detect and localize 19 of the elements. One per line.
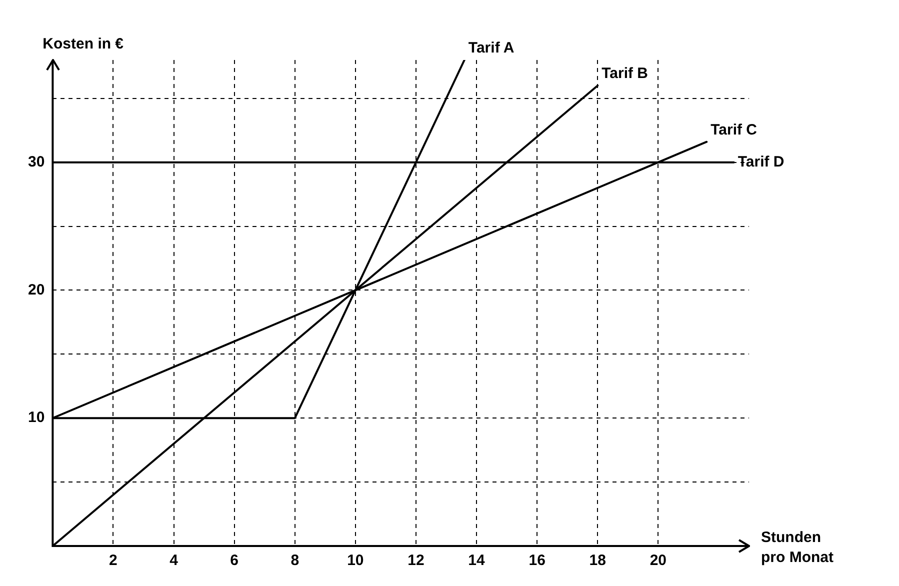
x-tick-label: 8 — [290, 552, 300, 570]
x-tick-label: 20 — [650, 552, 667, 570]
y-tick-label: 20 — [28, 281, 45, 298]
y-axis-title: Kosten in € — [42, 36, 124, 53]
x-tick-label: 18 — [589, 552, 606, 570]
series-label: Tarif A — [468, 40, 514, 57]
series-label: Tarif D — [738, 153, 784, 170]
x-axis-title: Stunden pro Monat — [761, 529, 834, 566]
x-tick-label: 10 — [347, 552, 364, 570]
x-tick-label: 2 — [109, 552, 118, 570]
y-tick-label: 10 — [28, 409, 45, 426]
series-label: Tarif B — [602, 65, 648, 82]
x-tick-label: 4 — [170, 552, 179, 570]
x-tick-label: 6 — [230, 552, 239, 570]
x-tick-label: 16 — [528, 552, 546, 570]
x-tick-label: 14 — [468, 552, 486, 570]
x-tick-label: 12 — [408, 552, 424, 570]
y-tick-label: 30 — [28, 153, 45, 170]
series-label: Tarif C — [710, 121, 758, 138]
